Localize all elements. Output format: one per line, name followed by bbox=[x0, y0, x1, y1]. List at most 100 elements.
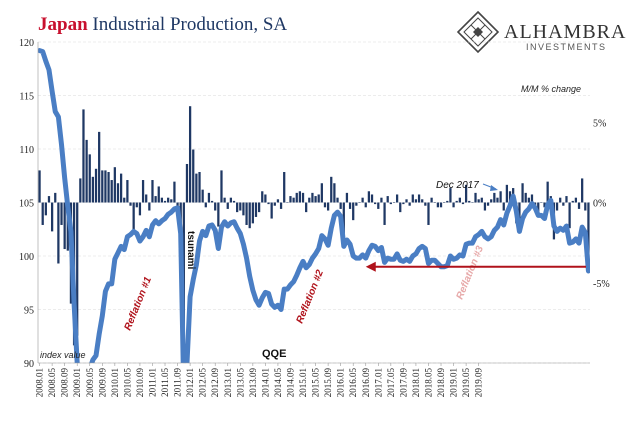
bar bbox=[367, 191, 371, 203]
bar bbox=[427, 202, 430, 225]
bar bbox=[323, 202, 327, 208]
bar bbox=[320, 183, 323, 203]
bar bbox=[458, 197, 461, 203]
bar bbox=[101, 170, 104, 203]
bar bbox=[276, 199, 280, 203]
bar bbox=[521, 183, 524, 203]
bar bbox=[173, 181, 176, 203]
x-tick-label: 2016.09 bbox=[361, 368, 371, 398]
x-tick-label: 2008.05 bbox=[47, 368, 57, 398]
bar bbox=[201, 189, 204, 203]
bar bbox=[584, 202, 587, 211]
bar bbox=[254, 202, 258, 217]
bar-series bbox=[38, 106, 590, 363]
bar bbox=[505, 184, 509, 203]
right-tick-label: 0% bbox=[593, 199, 606, 210]
bar bbox=[380, 197, 383, 203]
y-tick-label: 95 bbox=[24, 306, 34, 317]
bar bbox=[273, 202, 276, 206]
tsunami-label: tsunami bbox=[185, 231, 196, 270]
x-tick-label: 2011.05 bbox=[160, 368, 170, 397]
bar bbox=[50, 202, 54, 232]
bar bbox=[389, 202, 392, 205]
bar bbox=[132, 202, 135, 230]
bar bbox=[157, 186, 160, 203]
x-tick-label: 2010.05 bbox=[122, 368, 132, 398]
bar bbox=[264, 194, 267, 203]
bar bbox=[436, 202, 440, 208]
bar bbox=[154, 196, 157, 203]
bar bbox=[339, 202, 342, 209]
bar bbox=[386, 196, 389, 203]
bar bbox=[292, 197, 295, 203]
bar bbox=[163, 200, 167, 203]
chart-title: Japan Industrial Production, SA bbox=[38, 14, 287, 35]
diamond-lattice-icon bbox=[456, 10, 500, 54]
bar bbox=[220, 170, 223, 203]
bar bbox=[446, 200, 449, 203]
x-tick-label: 2009.01 bbox=[72, 368, 82, 397]
bar bbox=[82, 109, 85, 203]
bar bbox=[104, 170, 107, 203]
reflation-arrow bbox=[365, 261, 586, 272]
bar bbox=[568, 202, 571, 229]
bar bbox=[188, 106, 192, 203]
x-tick-label: 2017.01 bbox=[373, 368, 383, 397]
x-tick-label: 2012.05 bbox=[198, 368, 208, 398]
x-tick-label: 2018.09 bbox=[436, 368, 446, 398]
bar bbox=[537, 202, 540, 214]
x-tick-label: 2011.01 bbox=[147, 368, 157, 397]
bar bbox=[502, 202, 505, 211]
bar bbox=[527, 197, 530, 203]
bar bbox=[414, 199, 418, 203]
bar bbox=[345, 192, 349, 203]
bar bbox=[192, 149, 195, 203]
x-tick-label: 2010.09 bbox=[135, 368, 145, 398]
bar bbox=[399, 202, 402, 213]
bar bbox=[232, 200, 236, 203]
x-tick-label: 2019.09 bbox=[474, 368, 484, 398]
bar bbox=[305, 202, 308, 213]
x-tick-label: 2014.05 bbox=[273, 368, 283, 398]
bar bbox=[257, 202, 261, 213]
bar bbox=[57, 202, 60, 264]
x-tick-label: 2016.05 bbox=[348, 368, 358, 398]
bar bbox=[94, 168, 98, 203]
bar bbox=[468, 200, 471, 203]
bar bbox=[283, 172, 286, 203]
bar bbox=[226, 202, 229, 209]
mm-change-label: M/M % change bbox=[521, 84, 581, 94]
bar bbox=[524, 192, 527, 203]
bar bbox=[295, 192, 298, 203]
x-tick-label: 2010.01 bbox=[110, 368, 120, 397]
x-tick-label: 2009.09 bbox=[97, 368, 107, 398]
bar bbox=[408, 202, 411, 206]
chart-title-part1: Japan bbox=[38, 14, 88, 35]
x-tick-label: 2018.05 bbox=[423, 368, 433, 398]
bar bbox=[151, 180, 154, 203]
x-axis-ticks: 2008.01 2008.05 2008.09 2009.01 2009.05 2009.… bbox=[35, 363, 484, 397]
bar bbox=[54, 192, 57, 203]
bar bbox=[85, 139, 88, 203]
bar bbox=[119, 173, 123, 203]
bar bbox=[571, 200, 574, 203]
bar bbox=[145, 194, 148, 203]
bar bbox=[79, 178, 82, 203]
bar bbox=[311, 192, 314, 203]
x-tick-label: 2008.09 bbox=[60, 368, 70, 398]
bar bbox=[493, 192, 496, 203]
index-line bbox=[38, 48, 590, 363]
x-tick-label: 2013.05 bbox=[235, 368, 245, 398]
bar bbox=[239, 202, 242, 211]
bar bbox=[383, 202, 386, 225]
x-tick-label: 2019.05 bbox=[461, 368, 471, 398]
bar bbox=[60, 202, 63, 225]
y-tick-label: 90 bbox=[24, 359, 34, 370]
bar bbox=[483, 202, 487, 211]
bar bbox=[110, 180, 113, 203]
bar bbox=[508, 191, 512, 203]
bar bbox=[352, 202, 355, 221]
bar bbox=[377, 202, 380, 209]
bar bbox=[185, 163, 189, 203]
